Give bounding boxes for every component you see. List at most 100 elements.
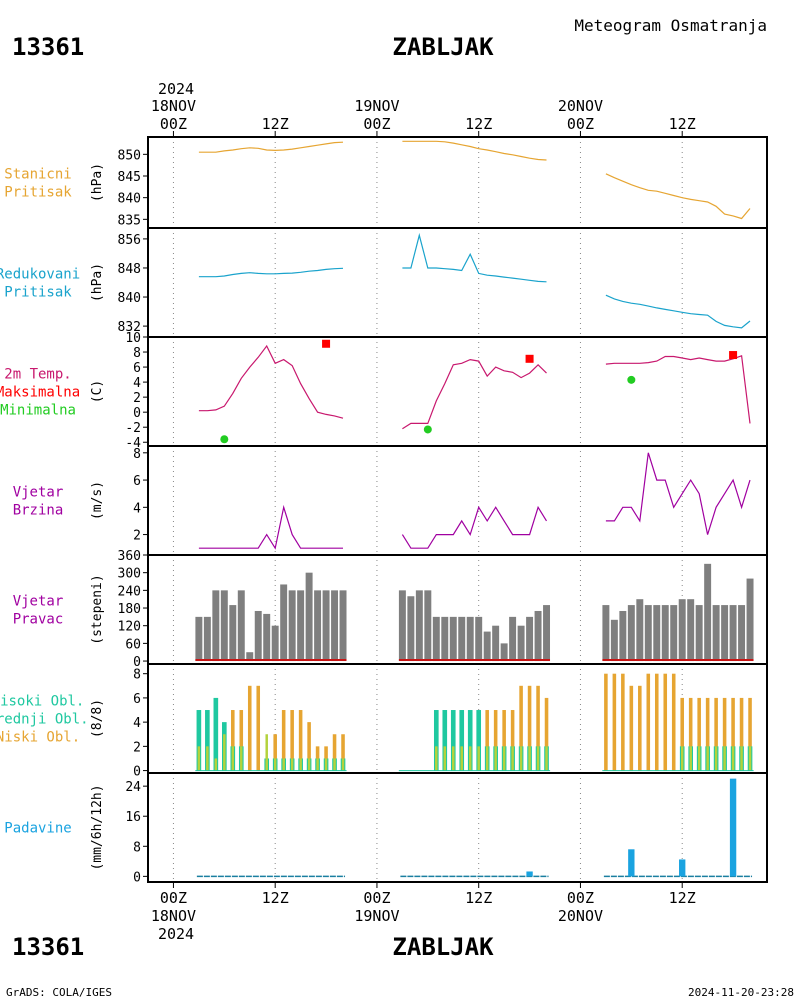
y-tick-label: 4	[133, 376, 141, 391]
wind-direction-bar	[441, 616, 449, 662]
panel-title-line: Pritisak	[4, 185, 72, 201]
cloud-bar-high-cloud	[467, 710, 473, 771]
cloud-bar-low-cloud	[629, 685, 634, 771]
cloud-bar-low-cloud	[273, 734, 277, 771]
wind-direction-bar	[331, 590, 339, 662]
wind-direction-bar	[627, 605, 635, 662]
y-tick-label: 4	[133, 501, 141, 516]
panel-title-line: Pravac	[13, 612, 64, 628]
cloud-bar-low-cloud	[239, 710, 244, 771]
panel-wind-speed: 2 4 6 8 (m/s) Vjetar Brzina	[13, 445, 768, 556]
cloud-bar-low-cloud	[663, 673, 668, 771]
cloud-bar-low-cloud	[739, 697, 744, 771]
cloud-bar-high-cloud	[205, 710, 210, 771]
series-line	[198, 141, 344, 153]
wind-direction-bar	[534, 610, 542, 662]
y-tick-label: 0	[133, 765, 141, 780]
tmax-marker	[525, 354, 534, 363]
panel-title-line: Pritisak	[4, 285, 72, 301]
wind-direction-bar	[475, 616, 483, 662]
panel-title-line: Vjetar	[13, 594, 64, 610]
panel-frame	[147, 445, 768, 556]
bottom-time-label: 12Z	[465, 889, 492, 907]
cloud-bar-low-cloud	[671, 673, 676, 771]
y-axis-label: (stepeni)	[90, 574, 105, 644]
panel-reduced-pressure: 832 840 848 856 (hPa) Redukovani Pritisak	[0, 227, 768, 338]
y-tick-label: -4	[125, 436, 141, 451]
cloud-bar-mid-cloud	[680, 746, 684, 771]
cloud-bar-high-cloud	[476, 710, 482, 771]
panel-title-line: Maksimalna	[0, 385, 80, 401]
wind-direction-bar	[203, 616, 211, 662]
y-tick-label: 835	[118, 213, 141, 228]
tmax-marker	[322, 339, 331, 348]
y-tick-label: 8	[133, 668, 141, 683]
cloud-bar-low-cloud	[722, 697, 727, 771]
cloud-bar-low-cloud	[281, 710, 286, 771]
top-time-label: 12Z	[465, 115, 492, 133]
top-day-label: 19NOV	[354, 97, 399, 115]
cloud-bar-low-cloud	[714, 697, 718, 771]
wind-direction-bar	[220, 590, 228, 662]
y-tick-label: 4	[133, 716, 141, 731]
cloud-bar-low-cloud	[307, 722, 311, 771]
cloud-bar-low-cloud	[341, 734, 345, 771]
series-line	[198, 267, 344, 278]
chart-subtitle: Meteogram Osmatranja	[574, 16, 767, 35]
wind-direction-bar	[339, 590, 347, 662]
top-time-label: 00Z	[567, 115, 594, 133]
wind-direction-bar	[229, 605, 237, 662]
wind-direction-bar	[195, 616, 203, 662]
y-tick-label: 2	[133, 391, 141, 406]
cloud-bar-low-cloud	[536, 685, 540, 771]
panel-frame	[147, 772, 768, 883]
tmin-marker	[220, 435, 229, 444]
y-tick-label: 2	[133, 529, 141, 544]
panel-precipitation: 0 8 16 24 (mm/6h/12h) Padavine	[4, 772, 768, 885]
cloud-bar-mid-cloud	[731, 746, 735, 771]
series-line	[402, 232, 547, 283]
render-timestamp: 2024-11-20-23:28	[688, 986, 794, 999]
cloud-bar-mid-cloud	[197, 746, 201, 771]
cloud-bar-mid-cloud	[265, 734, 268, 771]
y-tick-label: 0	[133, 655, 141, 670]
panel-title-line: Niski Obl.	[0, 730, 80, 746]
wind-direction-bar	[619, 610, 627, 662]
bottom-time-label: 12Z	[262, 889, 289, 907]
series-line	[402, 140, 547, 161]
panel-title-line: Brzina	[13, 503, 64, 519]
cloud-bar-high-cloud	[213, 697, 219, 771]
station-id: 13361	[12, 33, 84, 61]
y-tick-label: 8	[133, 840, 141, 855]
cloud-bar-mid-cloud	[324, 758, 328, 771]
y-axis-label: (mm/6h/12h)	[90, 784, 105, 870]
y-tick-label: 60	[125, 637, 141, 652]
top-time-label: 12Z	[262, 115, 289, 133]
y-tick-label: 300	[118, 567, 141, 582]
panel-title-line: Stanicni	[4, 167, 71, 183]
cloud-bar-mid-cloud	[714, 746, 718, 771]
cloud-bar-mid-cloud	[435, 746, 438, 771]
cloud-bar-mid-cloud	[528, 746, 531, 771]
cloud-bar-mid-cloud	[333, 758, 336, 771]
bottom-station-name: ZABLJAK	[392, 933, 494, 961]
cloud-bar-mid-cloud	[545, 746, 548, 771]
cloud-bar-low-cloud	[612, 673, 617, 771]
bottom-day-label: 19NOV	[354, 907, 399, 925]
y-tick-label: 845	[118, 170, 141, 185]
cloud-bar-mid-cloud	[290, 758, 294, 771]
top-time-label: 00Z	[160, 115, 187, 133]
cloud-bar-high-cloud	[196, 710, 202, 771]
cloud-bar-low-cloud	[688, 697, 693, 771]
cloud-bar-high-cloud	[450, 710, 456, 771]
cloud-bar-high-cloud	[459, 710, 465, 771]
grads-credit: GrADS: COLA/IGES	[6, 986, 112, 999]
precip-bar	[729, 778, 737, 877]
cloud-bar-low-cloud	[680, 697, 684, 771]
bottom-day-label: 18NOV	[151, 907, 196, 925]
y-axis-label: (m/s)	[90, 481, 105, 520]
cloud-bar-mid-cloud	[485, 746, 489, 771]
wind-direction-bar	[543, 605, 551, 662]
cloud-bar-low-cloud	[621, 673, 625, 771]
time-axis: 00Z 00Z 12Z 12Z 00Z 00Z 12Z 12Z 00Z 00Z 12Z 12Z 18NO…	[151, 97, 696, 925]
